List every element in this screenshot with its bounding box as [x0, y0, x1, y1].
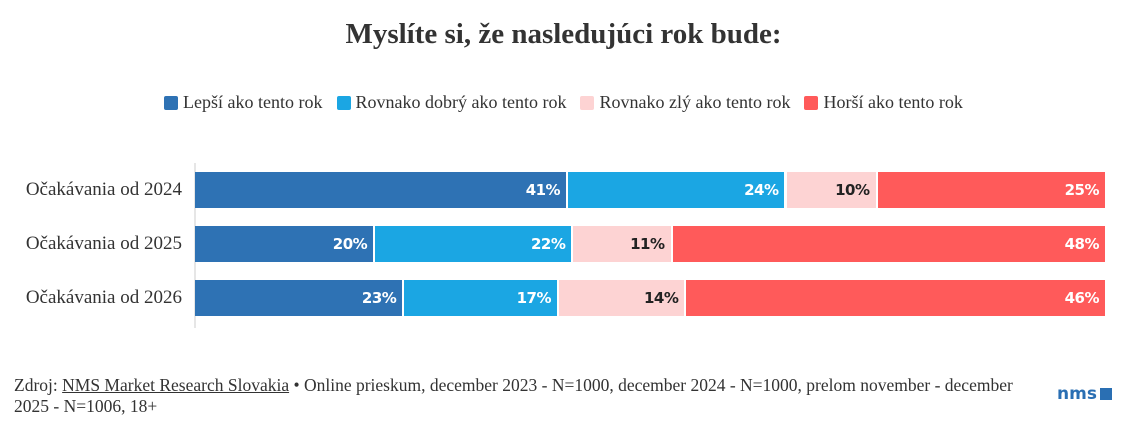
legend-swatch [580, 95, 595, 110]
data-label: 46% [1064, 289, 1100, 307]
bar-segment[interactable]: 41% [195, 172, 569, 208]
legend-label: Rovnako dobrý ako tento rok [355, 92, 567, 112]
legend: Lepší ako tento rok Rovnako dobrý ako ten… [0, 92, 1127, 113]
legend-label: Rovnako zlý ako tento rok [599, 92, 791, 112]
bar-segment[interactable]: 14% [559, 280, 687, 316]
bar-segment[interactable]: 23% [195, 280, 405, 316]
nms-logo: nms [1057, 384, 1112, 404]
legend-label: Lepší ako tento rok [183, 92, 323, 112]
source-link[interactable]: NMS Market Research Slovakia [62, 375, 290, 395]
data-label: 10% [835, 181, 870, 199]
legend-swatch [164, 95, 179, 110]
data-label: 48% [1064, 235, 1100, 253]
legend-item[interactable]: Horší ako tento rok [804, 92, 963, 113]
logo-text: nms [1057, 384, 1097, 404]
bar-segment[interactable]: 10% [786, 172, 878, 208]
category-label: Očakávania od 2025 [25, 233, 182, 254]
bar-segment[interactable]: 22% [375, 226, 574, 262]
legend-item[interactable]: Lepší ako tento rok [164, 92, 323, 113]
source-prefix: Zdroj: [14, 375, 63, 395]
category-label: Očakávania od 2024 [25, 179, 182, 200]
bar-segment[interactable]: 24% [568, 172, 787, 208]
legend-item[interactable]: Rovnako dobrý ako tento rok [336, 92, 567, 113]
data-label: 17% [516, 289, 552, 307]
data-label: 14% [643, 289, 679, 307]
data-label: 25% [1064, 181, 1100, 199]
data-label: 22% [530, 235, 566, 253]
bar-segment[interactable]: 46% [686, 280, 1105, 316]
source-details: • Online prieskum, december 2023 - N=100… [14, 375, 1013, 416]
legend-item[interactable]: Rovnako zlý ako tento rok [580, 92, 790, 113]
bar-segment[interactable]: 17% [404, 280, 559, 316]
bar-segment[interactable]: 20% [195, 226, 376, 262]
legend-label: Horší ako tento rok [823, 92, 963, 112]
stacked-bar-chart: Očakávania od 2024 41% 24% 10% 25% Očakávania… [0, 160, 1127, 330]
category-label: Očakávania od 2026 [25, 287, 182, 308]
bar-segment[interactable]: 48% [672, 226, 1105, 262]
chart-title: Myslíte si, že nasledujúci rok bude: [345, 18, 782, 50]
legend-swatch [804, 95, 819, 110]
data-label: 20% [332, 235, 368, 253]
data-label: 11% [630, 235, 665, 253]
data-label: 23% [361, 289, 397, 307]
data-label: 24% [744, 181, 779, 199]
data-label: 41% [525, 181, 561, 199]
logo-square-icon [1099, 388, 1112, 400]
bar-segment[interactable]: 11% [573, 226, 673, 262]
source-footer: Zdroj: NMS Market Research Slovakia • On… [14, 375, 1014, 417]
legend-swatch [336, 95, 351, 110]
bar-segment[interactable]: 25% [877, 172, 1105, 208]
